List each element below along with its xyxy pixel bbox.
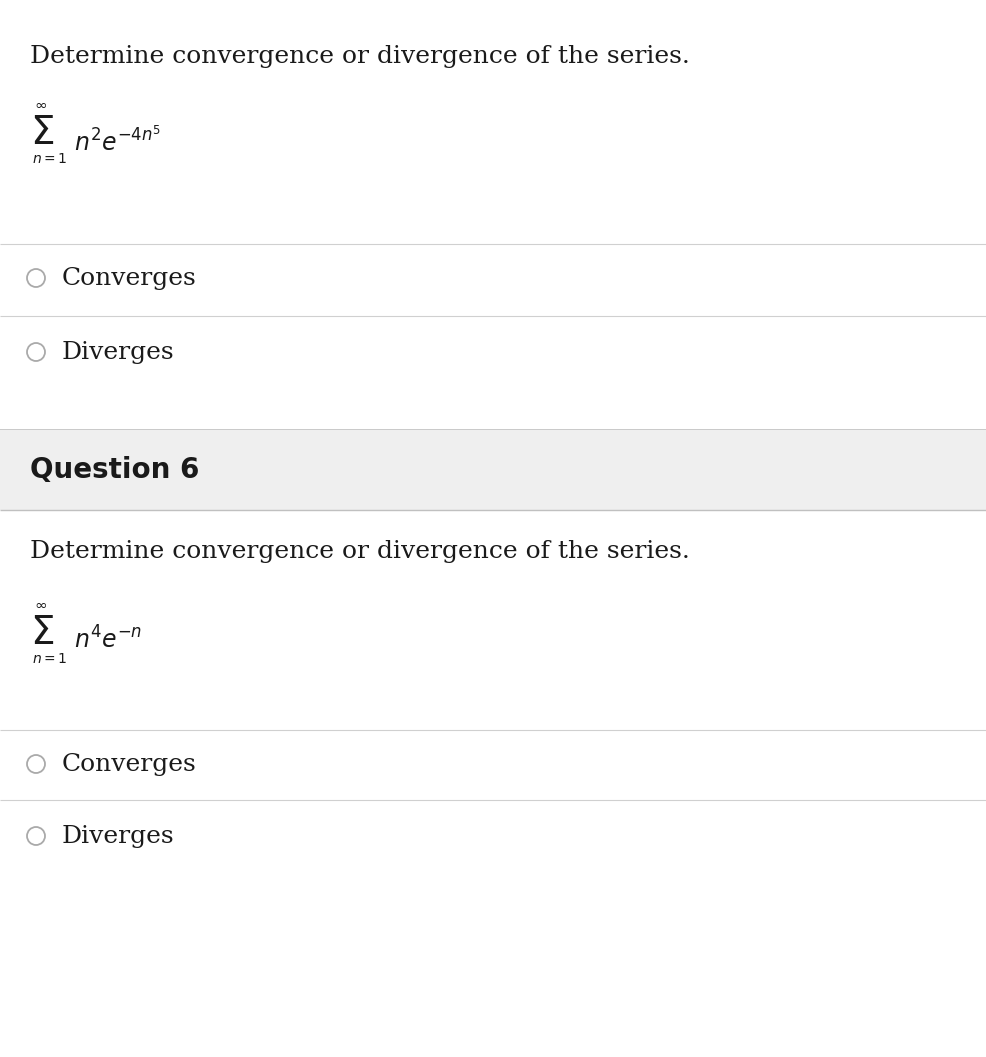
- Text: Converges: Converges: [62, 753, 197, 776]
- Text: Determine convergence or divergence of the series.: Determine convergence or divergence of t…: [30, 45, 690, 68]
- Text: $n{=}1$: $n{=}1$: [32, 152, 67, 166]
- Text: $n^4e^{-n}$: $n^4e^{-n}$: [74, 626, 142, 653]
- Text: Converges: Converges: [62, 266, 197, 290]
- Text: $\infty$: $\infty$: [34, 98, 47, 112]
- Text: Determine convergence or divergence of the series.: Determine convergence or divergence of t…: [30, 540, 690, 563]
- Text: $\infty$: $\infty$: [34, 598, 47, 612]
- Text: $n{=}1$: $n{=}1$: [32, 652, 67, 666]
- Bar: [0, 430, 986, 509]
- Text: Diverges: Diverges: [62, 340, 175, 364]
- Text: Question 6: Question 6: [30, 456, 199, 484]
- Text: Diverges: Diverges: [62, 824, 175, 848]
- Text: $\Sigma$: $\Sigma$: [30, 115, 54, 152]
- Text: $\Sigma$: $\Sigma$: [30, 615, 54, 652]
- Text: $n^2e^{-4n^5}$: $n^2e^{-4n^5}$: [74, 126, 161, 155]
